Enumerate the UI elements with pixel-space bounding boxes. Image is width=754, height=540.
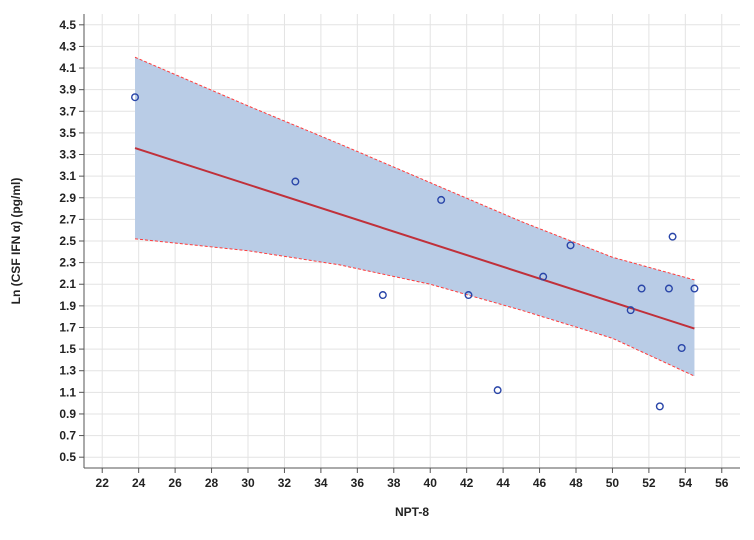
x-tick-label: 28 [205, 476, 219, 490]
y-tick-label: 2.1 [59, 277, 76, 291]
y-tick-label: 1.9 [59, 299, 76, 313]
x-tick-label: 24 [132, 476, 146, 490]
x-tick-label: 26 [168, 476, 182, 490]
x-tick-label: 50 [606, 476, 620, 490]
y-tick-label: 3.9 [59, 83, 76, 97]
data-point [677, 344, 686, 353]
data-point [437, 195, 446, 204]
axes: 22 24 26 28 30 32 34 36 38 40 42 44 46 48 50 52 54 56 0.5 0… [59, 14, 740, 490]
data-point [668, 232, 677, 241]
x-axis-title: NPT-8 [395, 505, 429, 519]
x-tick-label: 22 [96, 476, 110, 490]
y-tick-label: 2.7 [59, 212, 76, 226]
y-tick-label: 4.3 [59, 39, 76, 53]
x-tick-label: 38 [387, 476, 401, 490]
data-point [464, 291, 473, 300]
data-point [131, 93, 140, 102]
y-tick-label: 1.1 [59, 385, 76, 399]
y-tick-label: 0.9 [59, 407, 76, 421]
upper-confidence-limit [134, 56, 695, 281]
x-tick-label: 32 [278, 476, 292, 490]
y-tick-label: 1.3 [59, 364, 76, 378]
x-tick-label: 44 [496, 476, 510, 490]
x-tick-label: 42 [460, 476, 474, 490]
data-points [131, 93, 699, 411]
y-tick-label: 0.5 [59, 450, 76, 464]
x-tick-label: 30 [241, 476, 255, 490]
data-point [655, 402, 664, 411]
y-tick-label: 1.5 [59, 342, 76, 356]
y-axis-title: Ln (CSF IFN α) (pg/ml) [9, 178, 23, 305]
y-tick-label: 3.5 [59, 126, 76, 140]
data-point [539, 272, 548, 281]
fit-line-group [134, 147, 695, 330]
x-tick-label: 40 [424, 476, 438, 490]
data-point [493, 386, 502, 395]
x-tick-label: 54 [679, 476, 693, 490]
data-point [566, 241, 575, 250]
x-tick-label: 48 [569, 476, 583, 490]
confidence-band [134, 56, 695, 377]
confidence-band-area [135, 57, 695, 377]
y-tick-label: 4.5 [59, 18, 76, 32]
data-point [690, 284, 699, 293]
data-point [664, 284, 673, 293]
y-tick-label: 2.3 [59, 256, 76, 270]
regression-line [134, 147, 695, 330]
y-tick-label: 4.1 [59, 61, 76, 75]
y-tick-label: 1.7 [59, 320, 76, 334]
y-tick-label: 3.3 [59, 148, 76, 162]
y-tick-label: 2.5 [59, 234, 76, 248]
x-tick-label: 36 [351, 476, 365, 490]
data-point [378, 291, 387, 300]
y-tick-label: 2.9 [59, 191, 76, 205]
data-point [626, 306, 635, 315]
x-tick-label: 52 [642, 476, 656, 490]
x-tick-label: 34 [314, 476, 328, 490]
data-point [291, 177, 300, 186]
data-point [637, 284, 646, 293]
y-tick-label: 3.1 [59, 169, 76, 183]
x-tick-label: 46 [533, 476, 547, 490]
y-tick-label: 0.7 [59, 429, 76, 443]
y-tick-label: 3.7 [59, 104, 76, 118]
x-tick-label: 56 [715, 476, 729, 490]
